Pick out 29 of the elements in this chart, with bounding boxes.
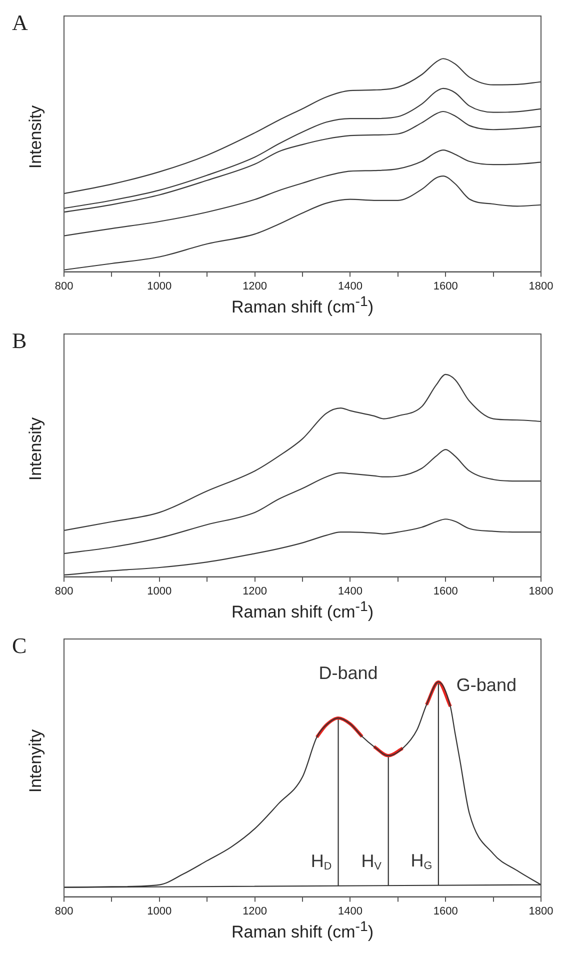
x-tick-label: 1000 [147, 585, 172, 598]
x-tick-label: 1200 [242, 585, 268, 598]
chart-title: C [12, 633, 27, 659]
x-tick-label: 1800 [528, 905, 554, 918]
x-tick-label: 1800 [528, 280, 554, 292]
chart-title: A [12, 10, 28, 36]
chart-title: B [12, 328, 27, 354]
x-tick-label: 1200 [242, 905, 268, 918]
y-axis-title: Intenyity [26, 729, 46, 793]
x-axis-title: Raman shift (cm$^{-1}$) [230, 599, 374, 623]
y-axis-title: Intensity [26, 416, 46, 480]
x-tick-label: 1600 [433, 905, 458, 918]
x-axis-title: Raman shift (cm$^{-1}$) [230, 919, 374, 943]
x-tick-label: 1400 [338, 905, 362, 918]
x-tick-label: 1000 [147, 280, 172, 292]
annotation: G-band [456, 674, 516, 695]
x-tick-label: 1400 [338, 585, 362, 598]
x-tick-label: 800 [54, 905, 74, 918]
x-tick-label: 1600 [433, 280, 458, 292]
x-axis-title: Raman shift (cm$^{-1}$) [230, 294, 374, 318]
x-tick-label: 1000 [147, 905, 172, 918]
x-tick-label: 800 [54, 280, 74, 292]
annotation: D-band [318, 663, 378, 684]
x-tick-label: 1400 [338, 280, 362, 292]
x-tick-label: 1600 [433, 585, 458, 598]
x-tick-label: 1200 [242, 280, 268, 292]
y-axis-title: Intensity [26, 105, 46, 169]
x-tick-label: 1800 [528, 585, 554, 598]
x-tick-label: 800 [54, 585, 74, 598]
